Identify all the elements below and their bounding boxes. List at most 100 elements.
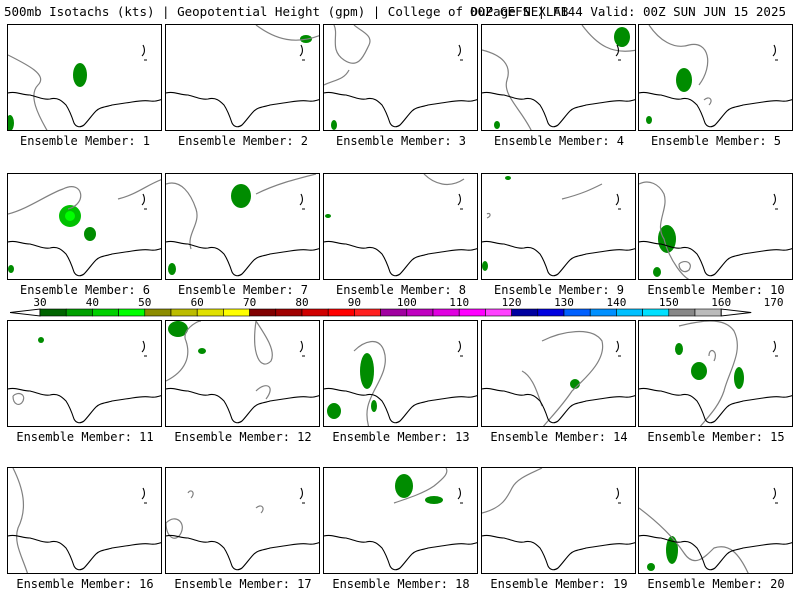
colorbar-swatch [301,308,329,317]
coastline [615,487,621,504]
isotach-shading [646,116,652,124]
isotach-shading [8,265,14,273]
coastline [166,91,319,128]
ensemble-map-14 [481,320,636,427]
ensemble-map-2 [165,24,320,131]
height-contour [353,341,386,426]
coastline [8,534,161,571]
ensemble-member-label: Ensemble Member: 15 [647,430,785,444]
ensemble-map-3 [323,24,478,131]
colorbar-swatch [380,308,408,317]
coastline [324,240,477,277]
colorbar-max-arrow [720,308,752,317]
height-contour [678,321,738,426]
ensemble-member-label: Ensemble Member: 10 [647,283,785,297]
coastline [166,240,319,277]
isotach-shading [494,121,500,129]
isotach-shading [676,68,692,92]
coastline [772,487,778,504]
ensemble-map-8 [323,173,478,280]
coastline [166,387,319,424]
map-canvas [482,25,635,130]
map-canvas [324,174,477,277]
colorbar-swatch [92,308,119,317]
isotach-shading [395,474,413,498]
isotach-shading [505,176,511,180]
colorbar-tick-label: 60 [191,296,204,309]
isotach-shading [658,225,676,253]
isotach-shading [371,400,377,412]
colorbar-swatch [406,308,434,317]
map-canvas [8,337,161,424]
coastline [639,91,792,128]
height-contour [486,183,603,219]
isotach-shading [168,263,176,275]
isotach-shading [65,211,75,221]
ensemble-member-label: Ensemble Member: 4 [493,134,625,148]
map-canvas [324,468,477,571]
height-contour [166,174,317,250]
colorbar-tick-label: 40 [86,296,99,309]
isotach-shading [425,496,443,504]
ensemble-map-6 [7,173,162,280]
colorbar-swatch [458,308,486,317]
coastline [166,534,319,571]
ensemble-map-18 [323,467,478,574]
coastline [324,387,477,424]
coastline [482,240,635,277]
colorbar-swatch [642,308,670,317]
height-contour [393,468,448,504]
ensemble-member-label: Ensemble Member: 6 [19,283,151,297]
ensemble-member-label: Ensemble Member: 14 [490,430,628,444]
ensemble-member-label: Ensemble Member: 12 [174,430,312,444]
map-canvas [639,25,792,128]
height-contour [166,490,264,539]
ensemble-map-20 [638,467,793,574]
height-contour [423,174,465,186]
coastline [324,534,477,571]
isotach-shading [360,353,374,389]
isotach-shading [73,63,87,87]
coastline [772,44,778,61]
isotach-shading [614,27,630,47]
map-canvas [166,321,319,424]
colorbar-swatch [223,308,250,317]
ensemble-map-16 [7,467,162,574]
ensemble-map-9 [481,173,636,280]
height-contour [648,25,712,106]
map-canvas [166,487,319,571]
map-canvas [639,487,792,573]
ensemble-map-11 [7,320,162,427]
coastline [299,193,305,210]
ensemble-member-label: Ensemble Member: 19 [490,577,628,591]
ensemble-member-label: Ensemble Member: 2 [177,134,309,148]
ensemble-member-label: Ensemble Member: 17 [174,577,312,591]
coastline [141,44,147,61]
colorbar-tick-label: 170 [764,296,784,309]
isotach-shading [647,563,655,571]
colorbar-swatch [537,308,565,317]
map-canvas [166,25,319,128]
map-canvas [8,179,161,277]
isotach-shading [482,261,488,271]
height-contour [12,392,25,406]
colorbar-swatch [589,308,617,317]
colorbar-swatch [170,308,198,317]
header-run-info: 00Z GEFS | F144 Valid: 00Z SUN JUN 15 20… [469,4,786,19]
height-contour [482,25,635,130]
colorbar-tick-label: 150 [659,296,679,309]
ensemble-map-10 [638,173,793,280]
colorbar-tick-label: 140 [606,296,626,309]
coastline [772,340,778,357]
ensemble-member-label: Ensemble Member: 3 [335,134,467,148]
colorbar-swatch [144,308,172,317]
colorbar-min-arrow [10,308,41,317]
height-contour [166,321,273,400]
colorbar-swatch [668,308,696,317]
coastline [8,240,161,277]
isotach-shading [325,214,331,218]
ensemble-member-label: Ensemble Member: 5 [650,134,782,148]
isotach-shading [734,367,744,389]
isotach-shading [327,403,341,419]
isotach-shading [198,348,206,354]
